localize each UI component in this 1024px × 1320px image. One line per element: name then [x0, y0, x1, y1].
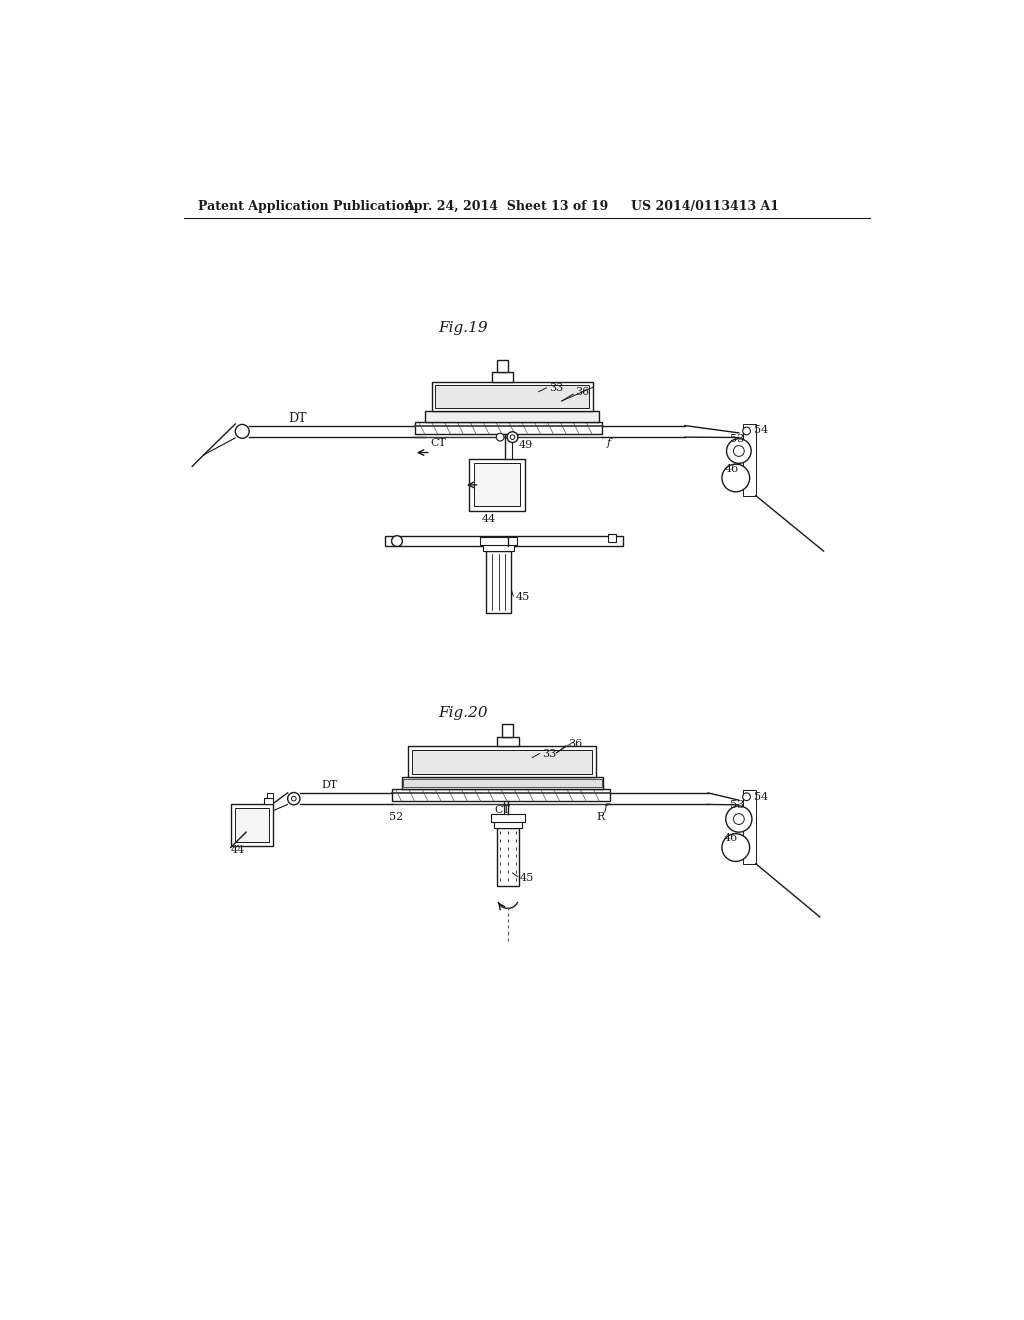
Text: 45: 45	[515, 593, 529, 602]
Bar	[408, 746, 596, 777]
Circle shape	[507, 432, 518, 442]
Bar	[264, 797, 273, 804]
Bar	[743, 789, 756, 863]
Bar	[503, 725, 513, 737]
Bar	[743, 424, 756, 496]
Bar	[608, 535, 615, 543]
Text: 33: 33	[542, 748, 556, 759]
Bar	[474, 463, 520, 507]
Bar	[385, 536, 624, 546]
Text: Apr. 24, 2014  Sheet 13 of 19: Apr. 24, 2014 Sheet 13 of 19	[403, 199, 608, 213]
Circle shape	[497, 433, 504, 441]
Text: DT: DT	[289, 412, 307, 425]
Text: f: f	[606, 438, 610, 449]
Text: 53: 53	[730, 434, 744, 445]
Bar	[486, 552, 511, 612]
Text: 45: 45	[519, 874, 534, 883]
Circle shape	[722, 465, 750, 492]
Bar	[403, 779, 602, 787]
Bar	[234, 808, 269, 842]
Text: 46: 46	[724, 463, 738, 474]
Bar	[483, 544, 514, 552]
Bar	[497, 360, 508, 372]
Text: Patent Application Publication: Patent Application Publication	[199, 199, 414, 213]
Circle shape	[288, 792, 300, 805]
Text: DT: DT	[322, 780, 338, 791]
Bar	[494, 821, 521, 829]
Circle shape	[726, 807, 752, 832]
Circle shape	[733, 446, 744, 457]
Text: f: f	[603, 803, 607, 813]
Bar	[490, 814, 525, 822]
Bar	[480, 537, 517, 545]
Bar	[267, 793, 273, 797]
Text: 54: 54	[755, 792, 768, 801]
Circle shape	[733, 813, 744, 825]
Text: 33: 33	[549, 383, 563, 393]
Text: CT: CT	[494, 805, 510, 814]
Text: 44: 44	[230, 845, 245, 855]
Text: 44: 44	[481, 513, 496, 524]
Text: 49: 49	[518, 440, 532, 450]
Text: 36: 36	[575, 387, 590, 397]
Text: 36: 36	[568, 739, 583, 748]
Circle shape	[727, 438, 752, 463]
Text: Fig.19: Fig.19	[438, 321, 488, 335]
Bar	[469, 459, 524, 511]
Bar	[230, 804, 273, 846]
Bar	[412, 750, 592, 774]
Bar	[401, 777, 603, 789]
Bar	[416, 422, 602, 434]
Bar	[497, 737, 518, 746]
Text: R: R	[596, 812, 604, 822]
Bar	[435, 385, 590, 408]
Text: 53: 53	[730, 800, 743, 810]
Circle shape	[722, 834, 750, 862]
Text: 46: 46	[724, 833, 737, 842]
Text: Fig.20: Fig.20	[438, 706, 488, 719]
Circle shape	[742, 428, 751, 434]
Text: 54: 54	[755, 425, 768, 436]
Bar	[492, 372, 513, 381]
Circle shape	[236, 425, 249, 438]
Circle shape	[391, 536, 402, 546]
Bar	[742, 425, 752, 437]
Circle shape	[292, 796, 296, 801]
Bar	[425, 411, 599, 422]
Circle shape	[742, 793, 751, 800]
Text: US 2014/0113413 A1: US 2014/0113413 A1	[631, 199, 779, 213]
Text: CT: CT	[431, 438, 446, 449]
Text: 52: 52	[388, 812, 402, 822]
Bar	[392, 789, 609, 801]
Bar	[497, 829, 518, 886]
Bar	[432, 381, 593, 411]
Bar	[742, 789, 752, 804]
Circle shape	[510, 434, 515, 440]
